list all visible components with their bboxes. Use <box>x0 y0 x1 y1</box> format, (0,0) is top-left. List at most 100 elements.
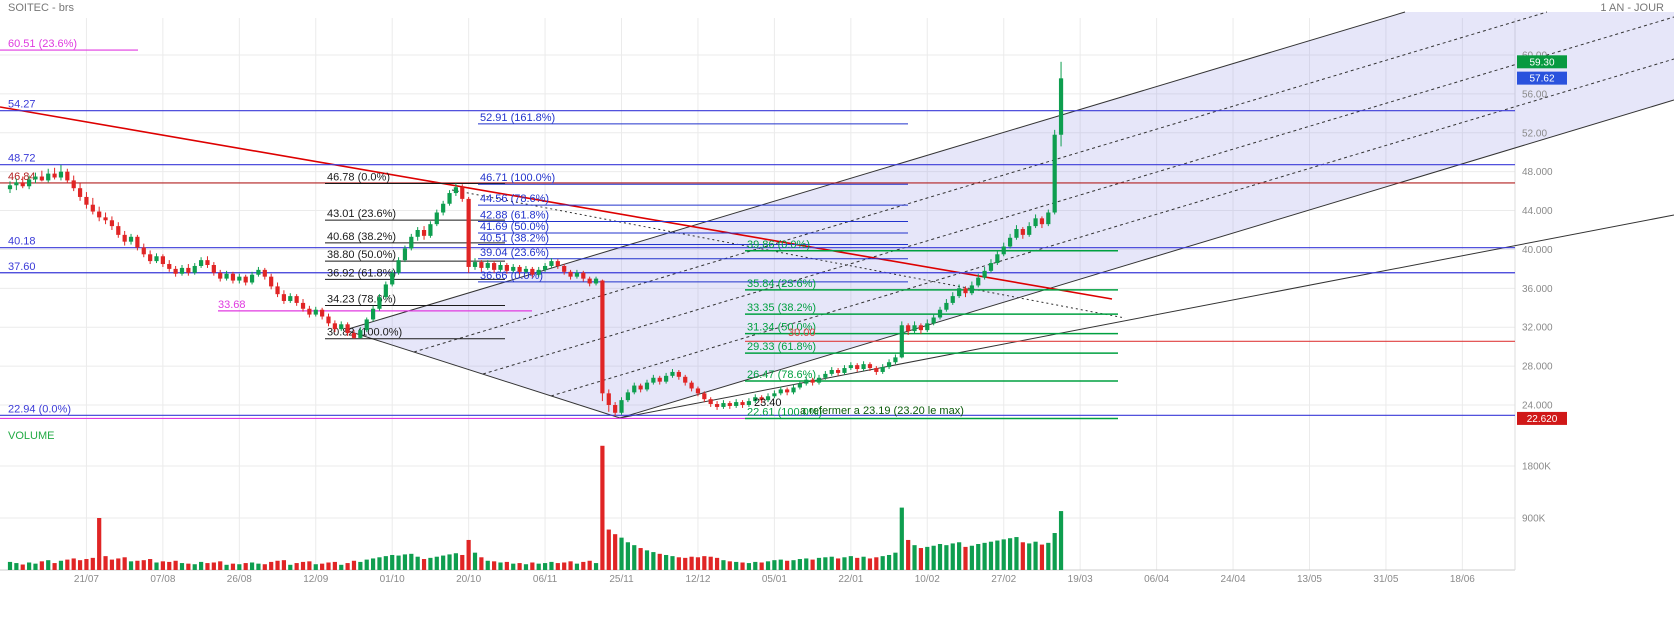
fib-green-label: 39.86 (0.0%) <box>747 239 810 251</box>
candle-body <box>109 220 115 227</box>
volume-bar <box>746 563 752 570</box>
volume-bar <box>638 548 643 570</box>
volume-bar <box>421 559 427 570</box>
candle-body <box>7 185 13 190</box>
volume-bar <box>1052 533 1057 570</box>
candle-body <box>670 371 675 376</box>
volume-bar <box>269 561 274 570</box>
candle-body <box>746 401 752 405</box>
candle-body <box>963 288 968 294</box>
volume-bar <box>702 556 707 570</box>
candle-body <box>383 284 388 298</box>
candle-body <box>409 236 414 249</box>
volume-bar <box>587 560 592 570</box>
volume-bar <box>160 561 165 570</box>
candle-body <box>657 377 662 382</box>
candle-body <box>275 286 280 295</box>
candle-body <box>173 268 178 274</box>
candle-body <box>313 309 318 315</box>
candle-body <box>1046 212 1051 225</box>
volume-bar <box>657 553 662 570</box>
volume-bar <box>148 559 153 570</box>
candle-body <box>708 399 713 405</box>
candle-body <box>460 187 465 199</box>
volume-bar <box>772 560 777 570</box>
volume-bar <box>492 561 497 570</box>
volume-bar <box>957 542 962 570</box>
volume-bar <box>453 553 458 570</box>
volume-bar <box>797 559 802 570</box>
candle-body <box>969 285 974 294</box>
candle-body <box>676 371 681 377</box>
candle-body <box>77 188 83 197</box>
date-tick-label: 18/06 <box>1450 574 1475 585</box>
volume-bar <box>466 539 471 570</box>
volume-bar <box>899 507 904 570</box>
price-tick-label: 48.000 <box>1522 167 1553 178</box>
candle-body <box>568 271 573 277</box>
volume-bar <box>237 564 242 570</box>
candle-body <box>33 176 38 180</box>
candle-body <box>600 280 605 394</box>
volume-bar <box>345 563 350 570</box>
fib-green-label: 29.33 (61.8%) <box>747 341 816 353</box>
candle-body <box>804 379 809 384</box>
volume-bar <box>765 561 771 570</box>
date-tick-label: 10/02 <box>915 574 940 585</box>
fib-green-label: 31.34 (50.0%) <box>747 322 816 334</box>
candle-body <box>765 396 771 401</box>
candle-body <box>390 272 395 285</box>
volume-bar <box>714 557 720 570</box>
volume-bar <box>262 564 267 570</box>
fib-blue-label: 40.51 (38.2%) <box>480 232 549 244</box>
volume-bar <box>1033 541 1038 570</box>
volume-bar <box>460 554 465 570</box>
fib-black-label: 30.82 (100.0%) <box>327 327 402 339</box>
date-tick-label: 20/10 <box>456 574 481 585</box>
volume-bar <box>504 561 509 570</box>
price-tick-label: 32.000 <box>1522 323 1553 334</box>
candle-body <box>58 171 64 178</box>
volume-bar <box>90 557 95 570</box>
volume-tick-label: 900K <box>1522 514 1546 525</box>
candle-body <box>555 261 560 266</box>
volume-bar <box>848 556 853 570</box>
candle-body <box>186 267 191 273</box>
candle-body <box>218 272 223 279</box>
candle-body <box>428 224 433 236</box>
candle-body <box>778 389 783 394</box>
volume-bar <box>982 542 987 570</box>
candle-body <box>116 226 121 235</box>
fib-blue-label: 46.71 (100.0%) <box>480 172 555 184</box>
volume-bar <box>52 563 57 570</box>
date-tick-label: 26/08 <box>227 574 252 585</box>
date-tick-label: 12/09 <box>303 574 328 585</box>
candle-body <box>230 273 236 281</box>
volume-bar <box>670 556 675 570</box>
date-tick-label: 06/11 <box>533 574 558 585</box>
volume-bar <box>523 564 529 570</box>
volume-bar <box>211 562 216 570</box>
volume-bar <box>823 557 828 570</box>
candle-body <box>791 387 796 393</box>
volume-bar <box>785 560 790 570</box>
candle-body <box>925 323 930 331</box>
fib-green-label: 26.47 (78.6%) <box>747 369 816 381</box>
volume-bar <box>27 562 32 570</box>
fib-blue-label: 52.91 (161.8%) <box>480 112 555 124</box>
chart-annotation: a refermer a 23.19 (23.20 le max) <box>800 405 964 417</box>
price-badge <box>1517 411 1567 425</box>
candle-body <box>345 324 350 334</box>
candle-body <box>498 264 503 270</box>
candle-body <box>664 375 669 382</box>
candle-body <box>1052 134 1057 213</box>
candle-body <box>154 256 159 262</box>
fib-blue-label: 44.56 (78.6%) <box>480 193 549 205</box>
volume-bar <box>925 546 930 570</box>
fib-blue-label: 42.88 (61.8%) <box>480 209 549 221</box>
volume-bar <box>676 557 681 570</box>
candle-body <box>447 193 452 204</box>
candle-body <box>562 265 567 272</box>
volume-bar <box>734 561 739 570</box>
